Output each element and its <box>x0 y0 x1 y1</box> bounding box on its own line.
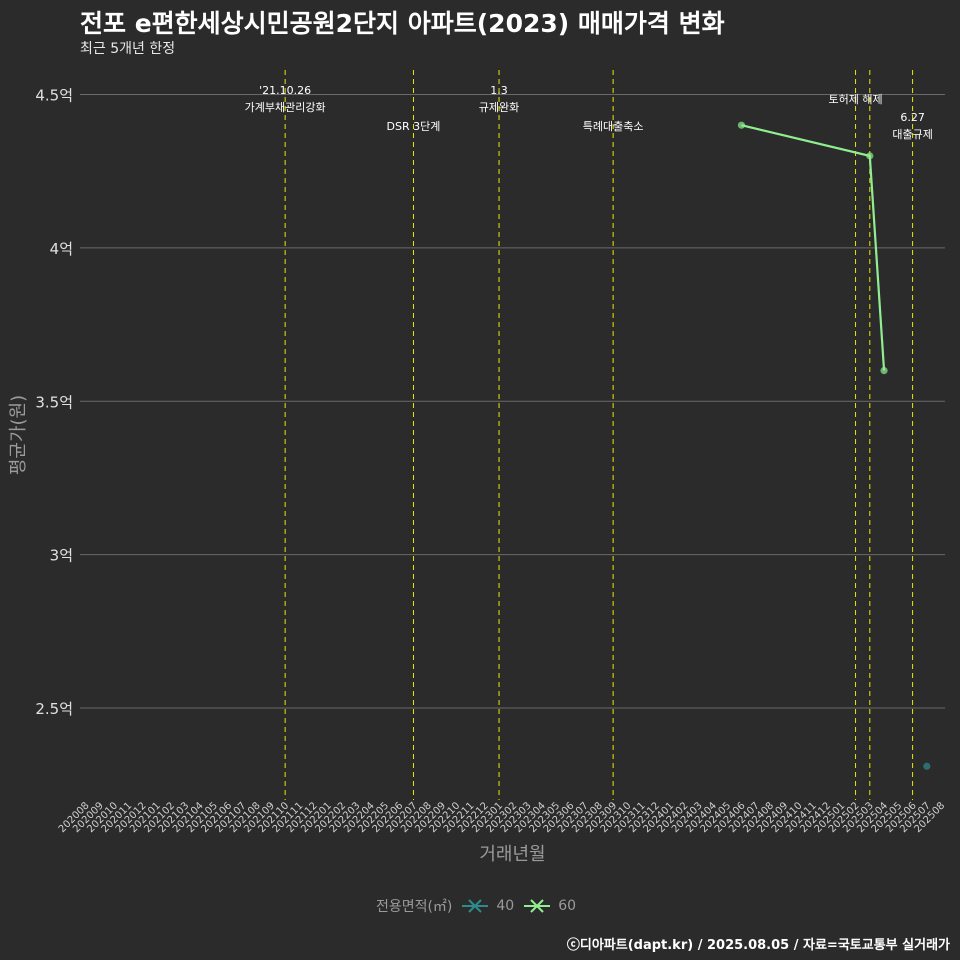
legend-title: 전용면적(㎡) <box>375 899 453 915</box>
event-label: 규제완화 <box>479 101 519 114</box>
event-label: 특례대출축소 <box>583 120 644 133</box>
legend-item-40: 40 <box>460 896 514 916</box>
legend-key-60-icon <box>524 899 551 913</box>
event-label: 가계부채관리강화 <box>245 101 326 114</box>
legend: 전용면적(㎡) 40 60 <box>0 896 960 916</box>
event-label: 토허제 해제 <box>828 92 882 106</box>
x-axis-title: 거래년월 <box>479 844 545 865</box>
y-tick-label: 4억 <box>50 240 73 258</box>
legend-label-60: 60 <box>558 898 577 914</box>
series-40-point <box>923 762 931 770</box>
chart-title: 전포 e편한세상시민공원2단지 아파트(2023) 매매가격 변화 <box>80 9 725 38</box>
series-60-point <box>866 152 874 160</box>
y-axis-title: 평균가(원) <box>8 395 29 475</box>
event-label: 1.3 <box>490 84 508 97</box>
y-tick-label: 3.5억 <box>35 393 73 411</box>
series-60-point <box>737 121 746 129</box>
legend-key-40-icon <box>462 899 489 913</box>
y-tick-label: 2.5억 <box>35 700 73 718</box>
chart-subtitle: 최근 5개년 한정 <box>80 41 176 57</box>
source-caption: ⓒ디아파트(dapt.kr) / 2025.08.05 / 자료=국토교통부 실… <box>566 938 950 953</box>
y-tick-label: 4.5억 <box>35 87 73 105</box>
event-label: 6.27 <box>900 111 925 124</box>
series-60-point <box>880 366 888 375</box>
legend-item-60: 60 <box>522 896 576 916</box>
legend-label-40: 40 <box>496 898 515 914</box>
event-label: 대출규제 <box>892 128 932 141</box>
event-label: DSR 3단계 <box>387 120 441 133</box>
y-tick-label: 3억 <box>50 547 73 565</box>
event-label: '21.10.26 <box>259 84 311 97</box>
